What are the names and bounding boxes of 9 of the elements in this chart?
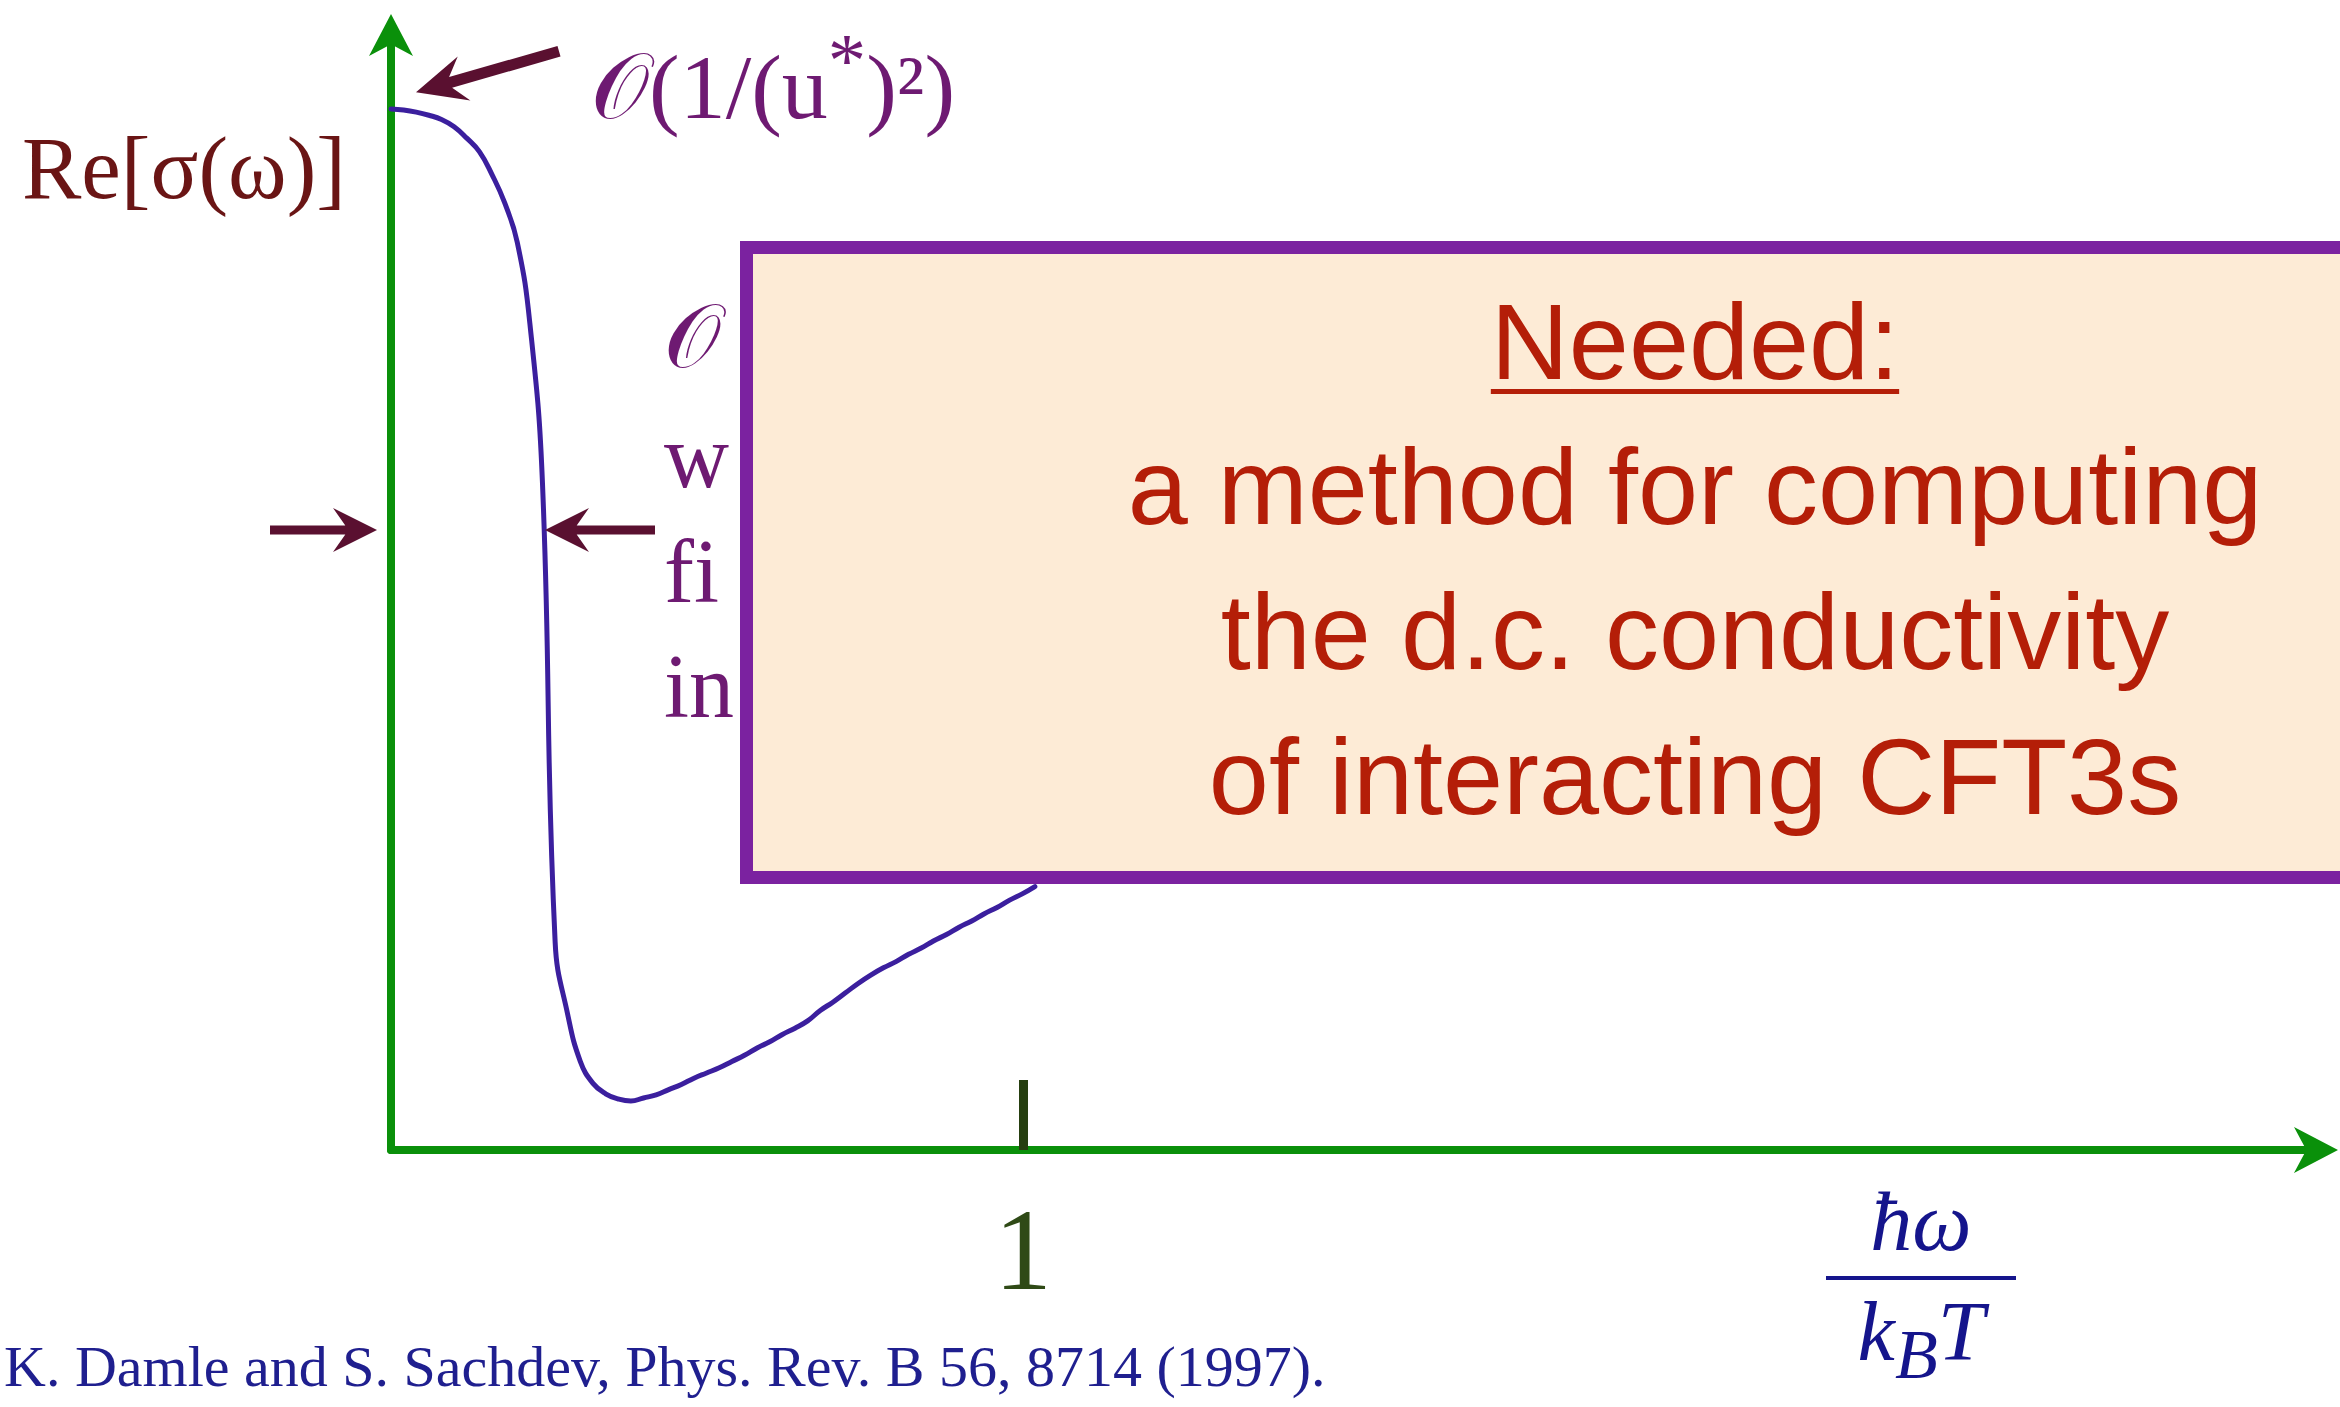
annotation: in — [664, 637, 735, 736]
annotation: fi — [664, 522, 719, 621]
annotation: 𝒪(1/(u$^{*}$)²) — [591, 18, 956, 138]
x-axis-title: ħω k$_{B}$T — [1856, 1175, 1991, 1393]
y-axis-title: Re[σ(ω)] — [22, 119, 346, 217]
text: 1 — [993, 1186, 1053, 1314]
text: K. Damle and S. Sachdev, Phys. Rev. B 56, 8714 (1997). — [4, 1334, 1326, 1399]
annotation: w — [664, 407, 729, 506]
annotation: Needed: a method for computing the d.c. conductivity of interacting CFT3s — [1127, 281, 2263, 837]
